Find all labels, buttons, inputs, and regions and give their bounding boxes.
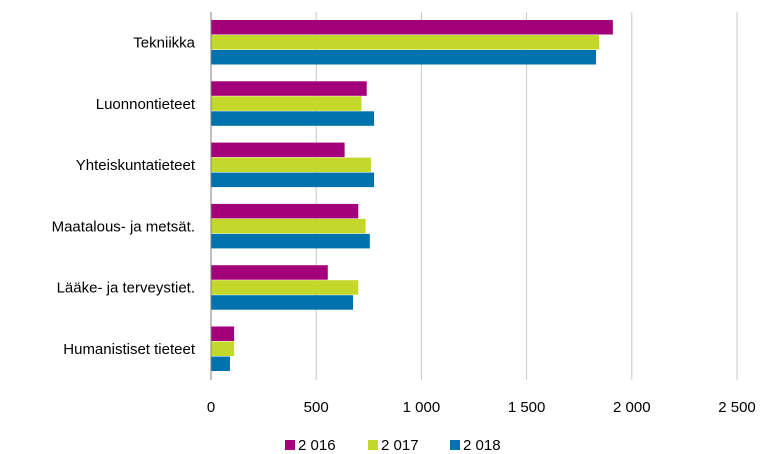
bar-3-1 [211, 218, 366, 234]
x-tick-label: 0 [207, 399, 215, 416]
category-label: Humanistiset tieteet [63, 341, 196, 358]
category-label: Luonnontieteet [96, 96, 196, 113]
bars [210, 12, 613, 380]
bar-3-2 [211, 233, 370, 249]
x-tick-label: 1 500 [508, 399, 546, 416]
bar-2-1 [211, 157, 371, 173]
bar-1-1 [211, 96, 362, 111]
legend-swatch [285, 440, 295, 450]
legend-swatch [450, 440, 460, 450]
legend-swatch [368, 440, 378, 450]
legend-label: 2 017 [381, 437, 419, 454]
bar-0-1 [211, 35, 600, 50]
bar-4-0 [211, 265, 328, 280]
bar-3-0 [211, 203, 359, 219]
legend-label: 2 018 [463, 437, 501, 454]
category-label: Tekniikka [133, 35, 195, 52]
category-labels: Tekniikka Luonnontieteet Yhteiskuntatietee… [52, 35, 196, 359]
legend: 2 016 2 017 2 018 [285, 437, 501, 454]
gridlines [315, 12, 738, 380]
x-tick-label: 2 500 [718, 399, 756, 416]
category-label: Lääke- ja terveystiet. [57, 280, 195, 297]
bar-4-2 [211, 295, 354, 310]
x-tick-label: 500 [304, 399, 329, 416]
x-tick-label: 1 000 [403, 399, 441, 416]
bar-5-2 [211, 356, 230, 371]
category-label: Yhteiskuntatieteet [76, 157, 196, 174]
bar-5-1 [211, 341, 235, 356]
bar-2-0 [211, 142, 345, 158]
legend-label: 2 016 [298, 437, 336, 454]
bar-1-2 [211, 111, 375, 126]
x-axis-ticks: 0 500 1 000 1 500 2 000 2 500 [207, 399, 756, 416]
bar-5-0 [211, 326, 235, 341]
x-tick-label: 2 000 [613, 399, 651, 416]
bar-0-0 [211, 20, 613, 35]
bar-0-2 [211, 50, 597, 65]
bar-1-0 [211, 81, 367, 96]
bar-4-1 [211, 280, 359, 295]
category-label: Maatalous- ja metsät. [52, 218, 195, 235]
bar-2-2 [211, 172, 375, 188]
